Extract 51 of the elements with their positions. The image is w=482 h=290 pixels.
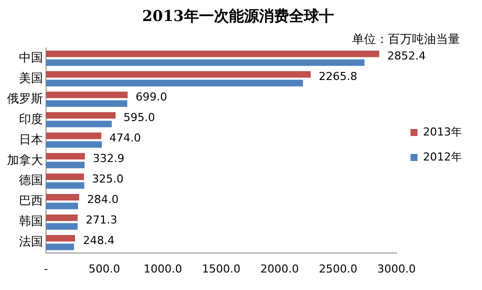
bar (46, 234, 76, 242)
data-label: 332.9 (92, 152, 124, 166)
x-tick-label: 2500.0 (318, 262, 358, 276)
bar (46, 141, 102, 148)
bar (46, 194, 80, 201)
bar (46, 71, 311, 78)
bar (46, 80, 304, 86)
bar (46, 153, 85, 160)
bar (46, 162, 85, 168)
bar (46, 112, 116, 119)
data-label: 474.0 (109, 132, 141, 145)
y-tick-label: 韩国 (19, 214, 43, 228)
bar (46, 182, 84, 189)
bar (46, 100, 128, 107)
data-label: 595.0 (124, 111, 156, 124)
bar (46, 132, 102, 140)
x-tick-label: 1000.0 (144, 262, 182, 276)
bar (46, 59, 364, 66)
x-tick-label: - (44, 262, 48, 276)
y-tick-label: 法国 (19, 234, 43, 249)
y-tick-label: 印度 (19, 112, 43, 126)
bar (46, 214, 78, 221)
y-tick-label: 日本 (19, 132, 43, 146)
bar (46, 92, 128, 98)
y-tick-label: 德国 (19, 173, 43, 188)
legend-label: 2013年 (423, 125, 462, 138)
y-tick-label: 加拿大 (7, 152, 43, 167)
bar (46, 174, 84, 180)
x-tick-label: 500.0 (88, 262, 120, 276)
data-label: 271.3 (86, 214, 118, 227)
legend-label: 2012年 (423, 150, 462, 164)
bar (46, 202, 78, 210)
data-label: 2265.8 (318, 70, 358, 84)
data-label: 284.0 (87, 193, 119, 206)
bar (46, 50, 380, 58)
y-tick-label: 中国 (19, 50, 43, 64)
data-label: 248.4 (83, 234, 115, 248)
bar (46, 120, 112, 128)
x-tick-label: 3000.0 (377, 262, 416, 276)
x-tick-label: 1500.0 (202, 262, 241, 276)
text: 单位：百万吨油当量 (352, 32, 460, 46)
bar (46, 223, 78, 230)
data-label: 2852.4 (387, 50, 426, 63)
x-tick-label: 2000.0 (260, 262, 299, 276)
y-tick-label: 巴西 (19, 194, 43, 208)
y-tick-label: 俄罗斯 (7, 91, 43, 106)
y-tick-label: 美国 (19, 70, 43, 85)
data-label: 699.0 (136, 90, 168, 104)
bar (46, 244, 74, 250)
data-label: 325.0 (92, 172, 124, 186)
chart-title: 2013年一次能源消费全球十 (142, 6, 334, 25)
